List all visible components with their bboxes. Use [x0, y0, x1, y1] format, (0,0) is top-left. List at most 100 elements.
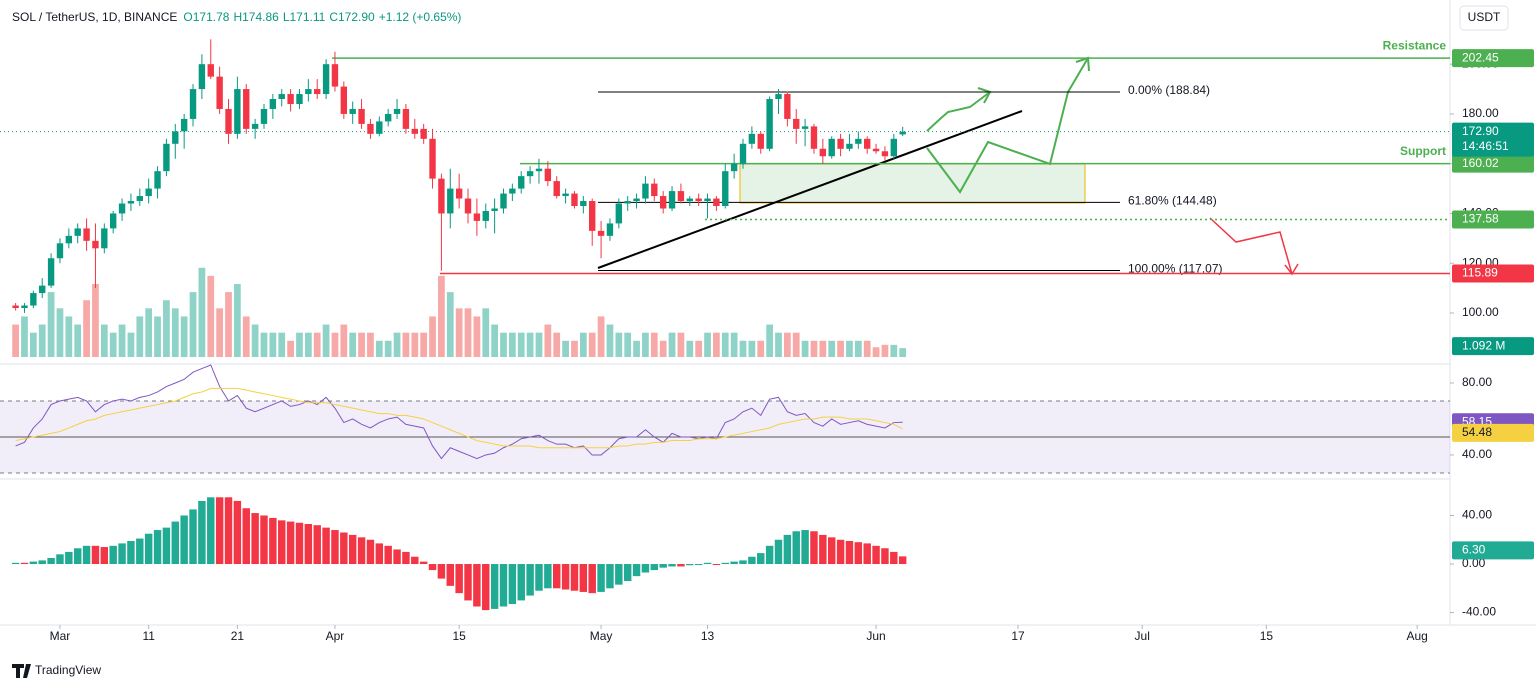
volume-bar — [597, 316, 605, 357]
volume-bar — [792, 332, 800, 357]
macd-bar — [641, 564, 650, 573]
candle-body — [864, 138, 871, 149]
candle-body — [30, 293, 37, 306]
candle-body — [349, 108, 356, 114]
volume-bar — [242, 316, 250, 357]
ohlc: H174.86 — [233, 10, 279, 24]
candle-body — [367, 123, 374, 134]
candle-body — [695, 198, 702, 202]
volume-bar — [225, 292, 232, 357]
arrow-path — [1209, 217, 1293, 275]
candle-body — [899, 131, 906, 135]
rsi-ma-tag: 54.48 — [1462, 425, 1492, 439]
macd-bar — [632, 564, 641, 577]
candle-body — [491, 208, 498, 211]
candle-body — [47, 258, 55, 286]
candle-body — [890, 138, 898, 157]
x-tick-label: 15 — [452, 629, 466, 643]
macd-bar — [757, 553, 765, 565]
x-tick-label: Jul — [1135, 629, 1150, 643]
volume-bar — [819, 340, 827, 357]
candle-body — [216, 76, 223, 109]
volume-bar — [180, 316, 188, 357]
candle-body — [314, 89, 321, 95]
volume-bar — [668, 332, 676, 357]
macd-bar — [144, 533, 153, 565]
macd-bar — [872, 545, 880, 565]
candle-body — [305, 89, 312, 95]
candle-body — [331, 64, 339, 87]
volume-bar — [544, 324, 552, 357]
candle-body — [340, 86, 348, 114]
rsi-line — [15, 364, 903, 460]
volume-bar — [109, 332, 117, 357]
x-tick-label: 21 — [231, 629, 245, 643]
macd-bar — [517, 564, 525, 601]
volume-bar — [890, 344, 898, 357]
countdown: 14:46:51 — [1462, 139, 1509, 153]
x-tick-label: Apr — [326, 629, 345, 643]
ohlc: O171.78 — [183, 10, 229, 24]
candle-body — [473, 213, 481, 221]
macd-bar — [269, 517, 277, 565]
candle-body — [757, 133, 764, 149]
candle-body — [172, 131, 179, 144]
candle-body — [393, 108, 401, 114]
macd-bar — [482, 564, 490, 611]
volume-bar — [56, 308, 64, 357]
macd-bar — [393, 549, 401, 565]
candle-body — [402, 108, 410, 129]
candle-body — [420, 128, 427, 139]
macd-bar — [579, 564, 588, 592]
macd-bar — [544, 564, 552, 589]
volume-bar — [438, 275, 445, 357]
candle-body — [145, 188, 152, 197]
y-tick-label: 100.00 — [1462, 305, 1499, 319]
macd-bar — [535, 564, 543, 591]
macd-bar — [455, 564, 463, 594]
level-tag-bg — [1452, 264, 1534, 283]
macd-bar — [20, 562, 29, 565]
currency-button[interactable] — [1459, 5, 1509, 31]
macd-bar — [446, 564, 455, 586]
candle-body — [615, 203, 623, 224]
volume-bar — [269, 332, 277, 357]
macd-bar — [260, 515, 268, 565]
level-tag-bg — [1452, 49, 1534, 68]
candle-body — [606, 223, 614, 236]
volume-bar — [29, 332, 37, 357]
candle-body — [784, 94, 791, 119]
x-tick-label: 17 — [1011, 629, 1025, 643]
volume-bar — [482, 308, 490, 357]
candle-body — [881, 151, 889, 157]
volume-bar — [473, 316, 481, 357]
volume-bar — [358, 332, 365, 357]
arrow-path — [926, 91, 991, 132]
volume-bar — [588, 332, 596, 357]
candle-body — [243, 89, 250, 129]
volume-bar — [92, 283, 99, 357]
fib-label: 100.00% (117.07) — [1128, 262, 1223, 276]
macd-bar — [597, 564, 605, 592]
x-tick-label: May — [590, 629, 613, 643]
currency[interactable]: USDT — [1468, 10, 1501, 24]
volume-bar — [65, 316, 73, 357]
macd-bar — [827, 537, 836, 565]
volume-bar — [12, 324, 19, 357]
macd-bar — [419, 561, 428, 565]
volume-bar — [721, 332, 729, 357]
ohlc: C172.90 — [329, 10, 375, 24]
macd-bar — [286, 521, 295, 565]
macd-bar — [615, 564, 623, 585]
volume-bar — [198, 267, 206, 357]
macd-bar — [11, 562, 20, 565]
volume-bar — [207, 275, 215, 357]
volume-bar — [420, 332, 428, 357]
volume-bar — [171, 308, 179, 357]
volume-bar — [446, 292, 454, 357]
macd-bar — [109, 545, 117, 565]
candle-body — [633, 198, 640, 202]
candle-body — [287, 94, 294, 104]
candle-body — [553, 181, 560, 197]
ohlc: +1.12 (+0.65%) — [379, 10, 462, 24]
